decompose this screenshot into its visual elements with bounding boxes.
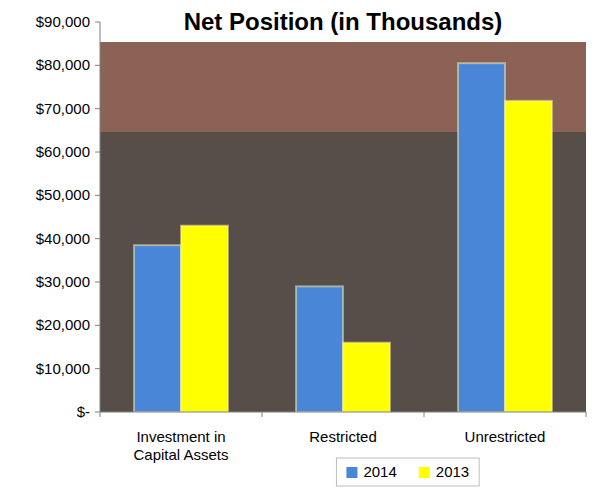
x-tick (424, 412, 425, 417)
y-tick (95, 238, 100, 239)
y-tick (95, 22, 100, 23)
y-tick-label: $90,000 (36, 13, 90, 30)
bar (505, 101, 552, 412)
x-tick-label: Investment inCapital Assets (133, 428, 228, 463)
y-tick-label: $70,000 (36, 100, 90, 117)
y-tick-label: $40,000 (36, 230, 90, 247)
y-tick-label: $- (77, 403, 90, 420)
bar (181, 226, 228, 412)
title: Net Position (in Thousands) (184, 8, 503, 35)
x-tick (100, 412, 101, 417)
y-tick (95, 108, 100, 109)
legend-frame (336, 458, 479, 486)
legend-swatch (346, 467, 357, 478)
y-tick-label: $10,000 (36, 360, 90, 377)
y-tick-label: $50,000 (36, 186, 90, 203)
background-photo (100, 42, 586, 412)
y-tick (95, 282, 100, 283)
bar (458, 63, 505, 412)
y-tick-label: $60,000 (36, 143, 90, 160)
legend-label: 2014 (363, 463, 396, 480)
y-axis (100, 22, 101, 412)
legend: 2014 2013 (346, 463, 469, 480)
y-tick-label: $20,000 (36, 316, 90, 333)
y-tick (95, 152, 100, 153)
legend-swatch (419, 467, 430, 478)
y-tick-label: $30,000 (36, 273, 90, 290)
legend-label: 2013 (436, 463, 469, 480)
x-tick-label: Unrestricted (465, 428, 546, 445)
bar (343, 343, 390, 412)
x-tick (262, 412, 263, 417)
chart: $- $10,000 $20,000 $30,000 $40,000 $50,000 $60… (0, 0, 608, 492)
y-tick (95, 65, 100, 66)
x-tick-label: Restricted (309, 428, 377, 445)
y-tick (95, 325, 100, 326)
bar (296, 286, 343, 412)
y-tick (95, 368, 100, 369)
x-axis (100, 412, 586, 413)
y-tick-label: $80,000 (36, 56, 90, 73)
y-tick (95, 195, 100, 196)
bars (134, 63, 552, 412)
y-tick (95, 412, 100, 413)
bar (134, 245, 181, 412)
x-tick (586, 412, 587, 417)
